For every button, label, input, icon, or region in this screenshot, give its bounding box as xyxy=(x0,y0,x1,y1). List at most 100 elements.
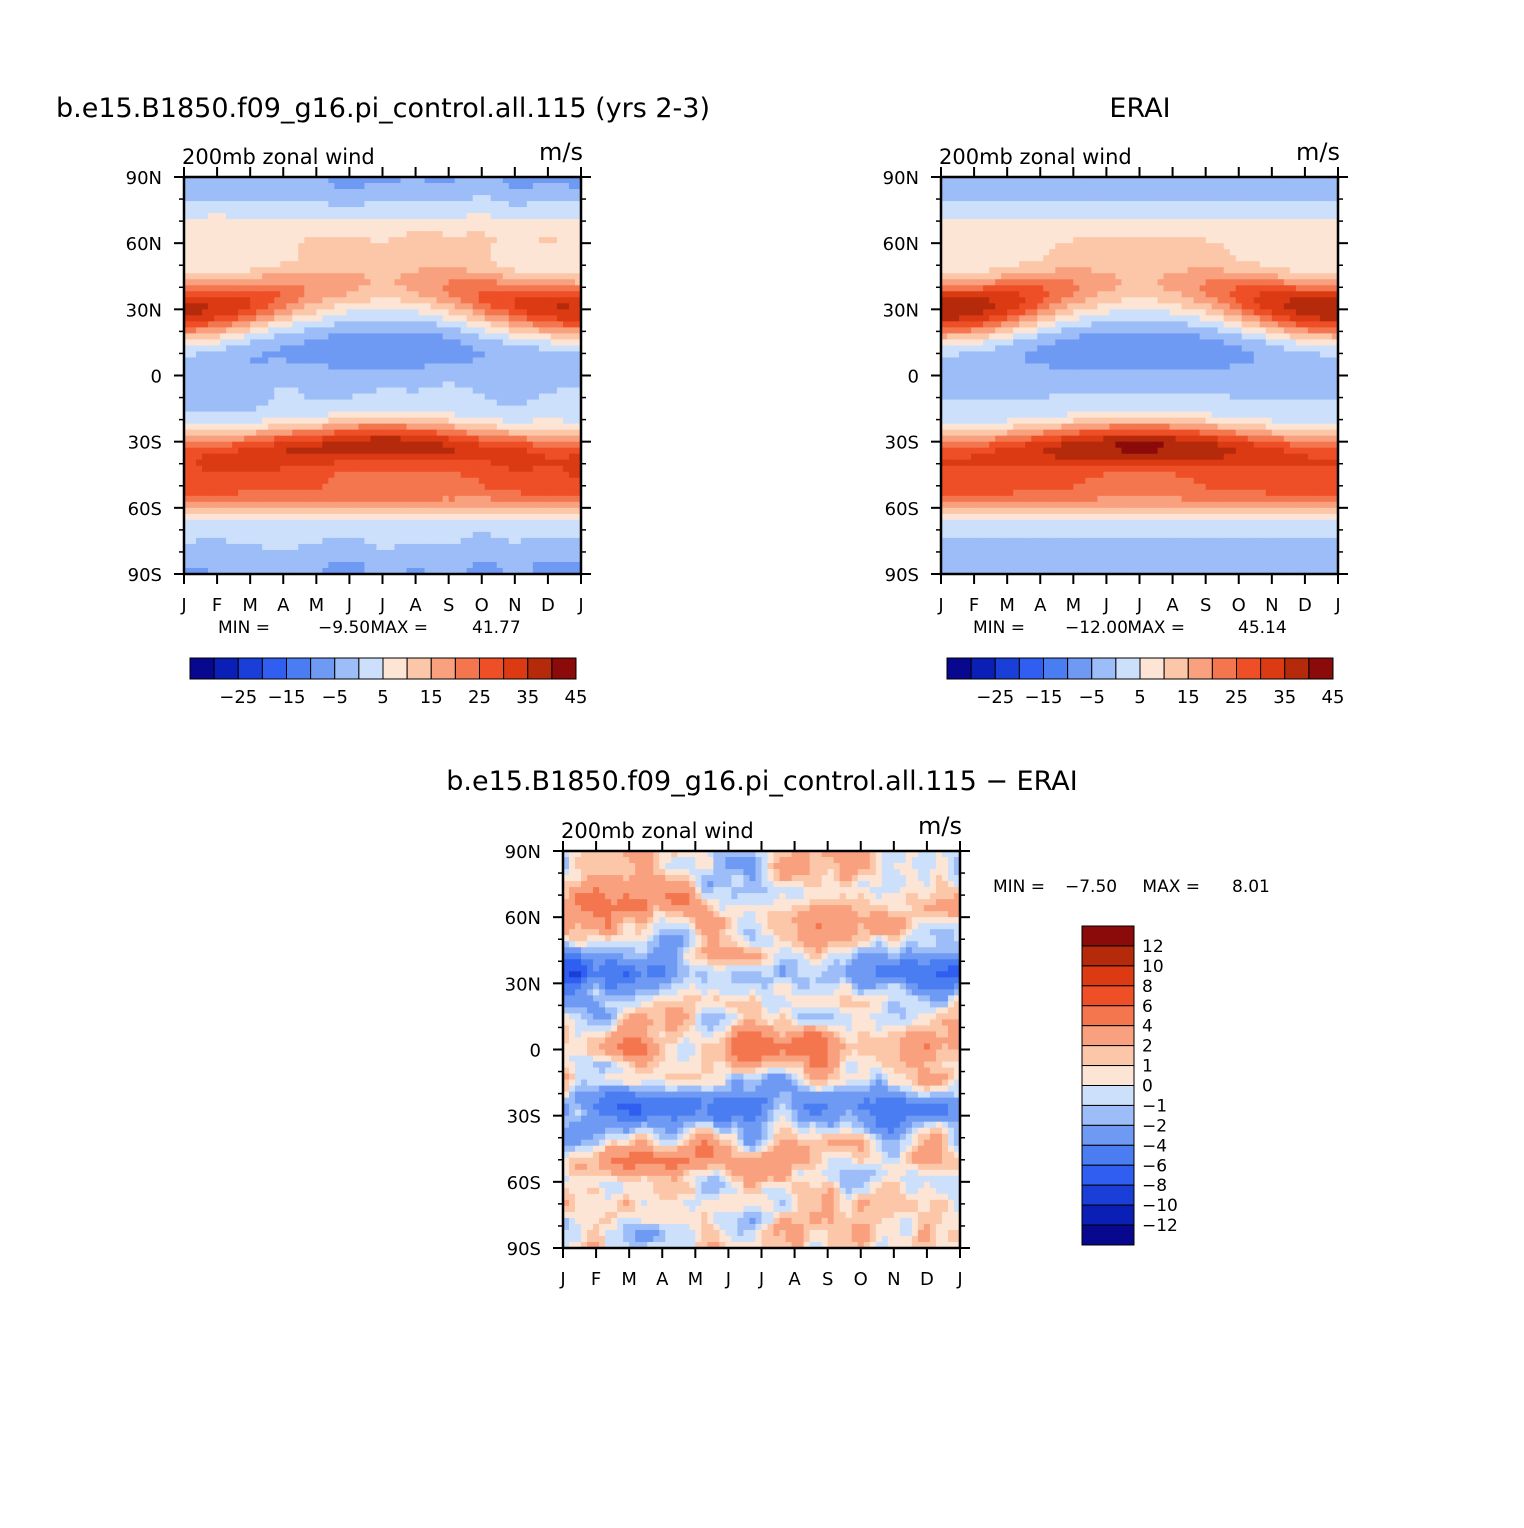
model-field-cell xyxy=(364,315,371,322)
model-field-cell xyxy=(310,460,317,467)
model-field-cell xyxy=(509,309,516,316)
model-field-cell xyxy=(328,436,335,443)
model-field-cell xyxy=(196,484,203,491)
obs-field-cell xyxy=(977,363,984,370)
model-field-cell xyxy=(569,388,576,395)
model-field-cell xyxy=(509,207,516,214)
model-field-cell xyxy=(268,550,275,557)
model-field-cell xyxy=(370,285,377,292)
model-field-cell xyxy=(220,207,227,214)
model-field-cell xyxy=(358,394,365,401)
obs-field-cell xyxy=(977,526,984,533)
model-field-cell xyxy=(389,520,396,527)
model-field-cell xyxy=(383,303,390,310)
model-field-cell xyxy=(527,291,534,298)
model-field-cell xyxy=(244,526,251,533)
model-field-cell xyxy=(545,520,552,527)
model-field-cell xyxy=(395,430,402,437)
model-field-cell xyxy=(262,333,269,340)
model-field-cell xyxy=(419,550,426,557)
model-field-cell xyxy=(268,255,275,262)
model-field-cell xyxy=(268,508,275,515)
obs-field-cell xyxy=(977,189,984,196)
model-field-cell xyxy=(280,448,287,455)
model-field-cell xyxy=(316,442,323,449)
obs-field-cell xyxy=(947,315,954,322)
model-field-cell xyxy=(304,291,311,298)
model-field-cell xyxy=(328,285,335,292)
model-field-cell xyxy=(533,231,540,238)
obs-field-cell xyxy=(947,261,954,268)
model-colorbar-box xyxy=(311,658,335,679)
model-field-cell xyxy=(364,267,371,274)
model-field-cell xyxy=(419,327,426,334)
model-field-cell xyxy=(413,285,420,292)
obs-field-cell xyxy=(953,225,960,232)
model-field-cell xyxy=(551,418,558,425)
model-field-cell xyxy=(407,550,414,557)
obs-field-cell xyxy=(965,502,972,509)
model-field-cell xyxy=(389,448,396,455)
model-field-cell xyxy=(563,321,570,328)
model-field-cell xyxy=(419,261,426,268)
model-field-cell xyxy=(340,339,347,346)
model-field-cell xyxy=(316,273,323,280)
model-field-cell xyxy=(370,207,377,214)
model-field-cell xyxy=(473,279,480,286)
model-field-cell xyxy=(202,376,209,383)
model-field-cell xyxy=(208,357,215,364)
model-field-cell xyxy=(334,538,341,545)
model-field-cell xyxy=(563,400,570,407)
model-field-cell xyxy=(208,490,215,497)
model-field-cell xyxy=(352,526,359,533)
model-field-cell xyxy=(563,418,570,425)
model-field-cell xyxy=(431,291,438,298)
model-field-cell xyxy=(298,351,305,358)
model-field-cell xyxy=(455,520,462,527)
model-field-cell xyxy=(467,303,474,310)
model-field-cell xyxy=(238,514,245,521)
model-field-cell xyxy=(545,303,552,310)
model-field-cell xyxy=(473,562,480,569)
model-field-cell xyxy=(539,514,546,521)
model-field-cell xyxy=(419,484,426,491)
model-field-cell xyxy=(473,466,480,473)
model-field-cell xyxy=(352,357,359,364)
model-field-cell xyxy=(401,285,408,292)
model-field-cell xyxy=(515,502,522,509)
model-field-cell xyxy=(268,490,275,497)
model-field-cell xyxy=(364,562,371,569)
obs-field-cell xyxy=(947,430,954,437)
model-field-cell xyxy=(509,430,516,437)
model-field-cell xyxy=(292,448,299,455)
model-field-cell xyxy=(479,448,486,455)
model-field-cell xyxy=(202,309,209,316)
model-field-cell xyxy=(431,436,438,443)
model-field-cell xyxy=(196,520,203,527)
model-field-cell xyxy=(328,466,335,473)
model-field-cell xyxy=(364,369,371,376)
model-field-cell xyxy=(395,424,402,431)
model-field-cell xyxy=(358,412,365,419)
model-field-cell xyxy=(401,412,408,419)
model-field-cell xyxy=(364,400,371,407)
model-field-cell xyxy=(485,454,492,461)
model-field-cell xyxy=(455,412,462,419)
model-field-cell xyxy=(232,207,239,214)
obs-field-cell xyxy=(977,303,984,310)
model-field-cell xyxy=(196,261,203,268)
model-field-cell xyxy=(389,562,396,569)
model-field-cell xyxy=(256,538,263,545)
model-field-cell xyxy=(304,514,311,521)
model-field-cell xyxy=(443,514,450,521)
model-field-cell xyxy=(244,285,251,292)
model-field-cell xyxy=(256,382,263,389)
model-field-cell xyxy=(413,207,420,214)
model-field-cell xyxy=(238,285,245,292)
model-field-cell xyxy=(431,225,438,232)
obs-field-cell xyxy=(959,303,966,310)
model-field-cell xyxy=(196,478,203,485)
obs-field-cell xyxy=(971,472,978,479)
obs-field-cell xyxy=(953,526,960,533)
model-field-cell xyxy=(226,472,233,479)
